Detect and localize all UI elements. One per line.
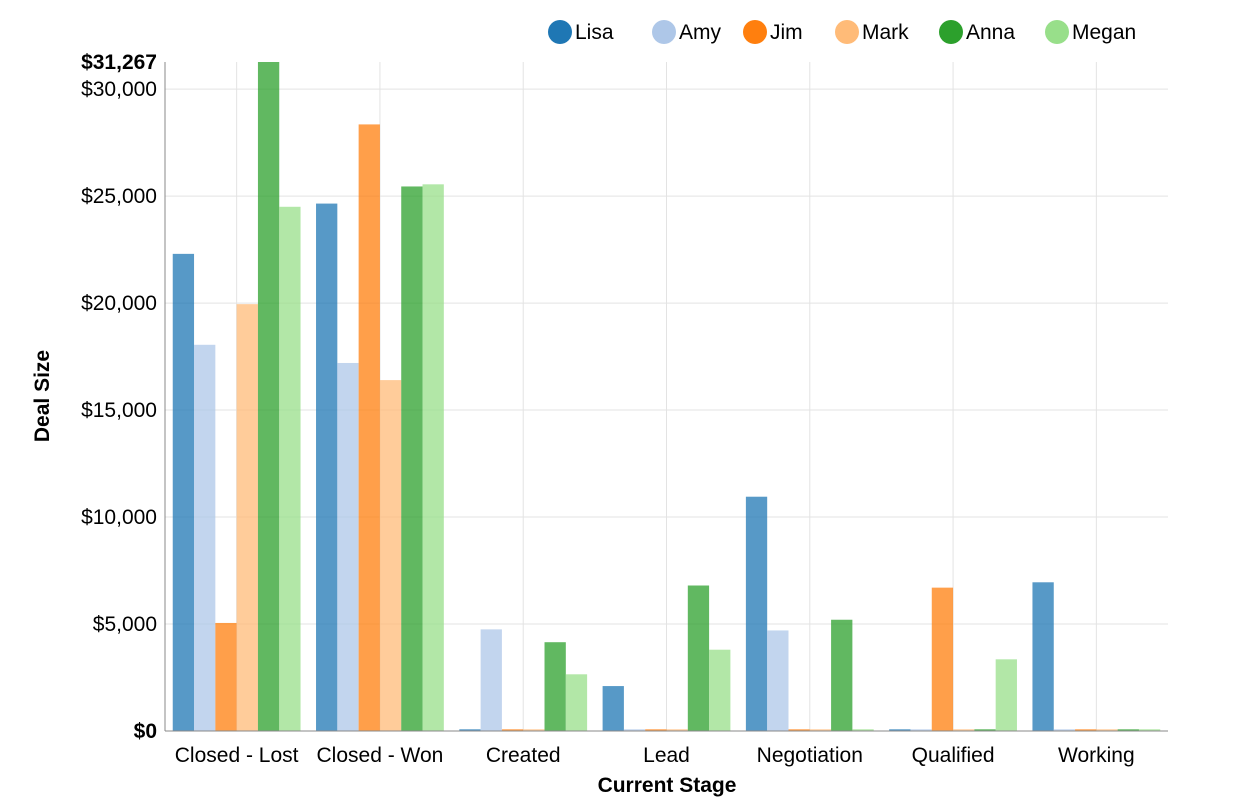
x-tick-label: Closed - Won: [317, 744, 444, 767]
x-tick-label: Qualified: [912, 744, 995, 767]
bar: [974, 729, 996, 731]
x-tick-label: Working: [1058, 744, 1135, 767]
bars: [172, 62, 1161, 732]
y-tick-label: $25,000: [81, 185, 157, 208]
legend-label: Megan: [1072, 21, 1136, 44]
y-max-label: $31,267: [81, 51, 157, 74]
bar: [279, 206, 301, 731]
x-tick-label: Negotiation: [757, 744, 863, 767]
x-tick-label: Lead: [643, 744, 690, 767]
bar: [316, 203, 338, 731]
bar: [523, 729, 545, 731]
y-axis-title: Deal Size: [31, 350, 54, 442]
legend-swatch: [743, 20, 767, 44]
legend-label: Lisa: [575, 21, 614, 44]
bar: [767, 630, 789, 731]
legend-label: Anna: [966, 21, 1015, 44]
bar: [257, 62, 280, 731]
x-axis-title: Current Stage: [598, 774, 737, 797]
legend-swatch: [835, 20, 859, 44]
gridlines: [165, 62, 1168, 731]
bar: [379, 380, 402, 731]
bar: [236, 304, 258, 731]
bar: [1053, 729, 1076, 731]
bar: [852, 729, 874, 731]
bar: [687, 585, 710, 731]
x-tick-label: Created: [486, 744, 561, 767]
y-tick-label: $5,000: [93, 613, 157, 636]
bar: [172, 253, 195, 732]
bar: [1096, 729, 1118, 731]
bar: [953, 729, 975, 731]
bar: [645, 729, 667, 731]
bar: [565, 674, 588, 731]
bar: [931, 587, 954, 731]
bar: [995, 659, 1017, 731]
bar: [788, 729, 810, 731]
legend: Lisa Amy Jim Mark Anna Megan: [548, 20, 1136, 44]
bar: [745, 496, 768, 731]
legend-swatch: [652, 20, 676, 44]
bar: [809, 729, 832, 731]
legend-swatch: [548, 20, 572, 44]
bar: [501, 729, 524, 731]
bar: [358, 124, 380, 731]
legend-label: Mark: [862, 21, 909, 44]
y-tick-label: $30,000: [81, 78, 157, 101]
bar: [709, 649, 731, 731]
legend-swatch: [1045, 20, 1069, 44]
bar: [544, 642, 566, 731]
bar: [480, 629, 502, 731]
bar: [910, 729, 932, 731]
bar: [1032, 582, 1054, 731]
bar: [889, 729, 911, 731]
x-tick-label: Closed - Lost: [175, 744, 299, 767]
bar: [1138, 729, 1161, 731]
bar: [623, 729, 646, 731]
bar: [215, 622, 237, 731]
y-tick-label: $0: [134, 720, 157, 743]
y-tick-label: $20,000: [81, 292, 157, 315]
legend-label: Amy: [679, 21, 722, 44]
bar: [666, 729, 688, 731]
bar: [194, 344, 216, 731]
legend-label: Jim: [770, 21, 803, 44]
bar: [337, 362, 359, 731]
bar: [831, 619, 853, 731]
y-tick-label: $10,000: [81, 506, 157, 529]
axes: $0 $5,000 $10,000 $15,000 $20,000 $25,000 $30,…: [81, 51, 1168, 767]
bar: [422, 184, 444, 731]
bar: [401, 186, 423, 731]
bar: [1117, 729, 1139, 731]
bar: [459, 729, 481, 731]
legend-swatch: [939, 20, 963, 44]
y-tick-label: $15,000: [81, 399, 157, 422]
bar: [1075, 729, 1097, 731]
bar: [602, 686, 624, 731]
